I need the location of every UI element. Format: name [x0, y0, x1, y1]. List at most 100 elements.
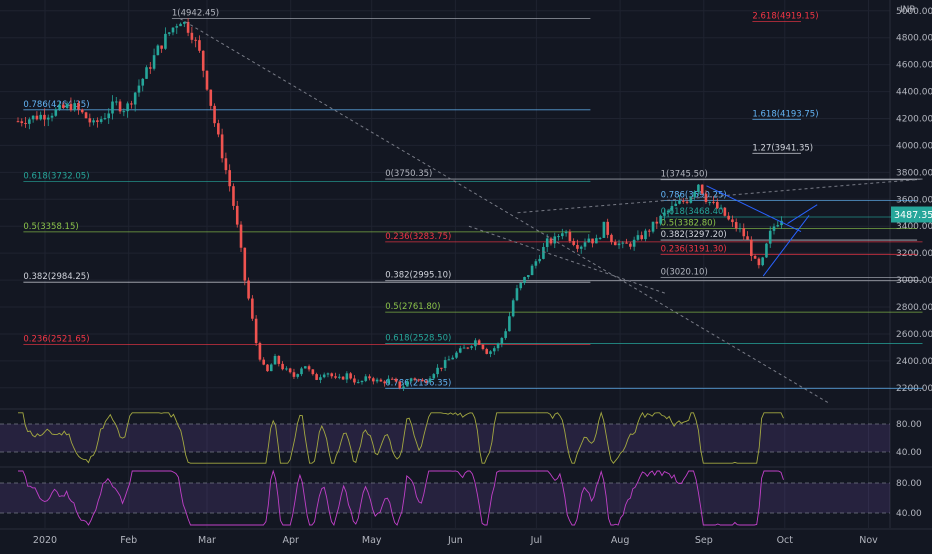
candle-body [175, 26, 179, 28]
candle-body [583, 242, 587, 247]
candle-body [447, 359, 451, 361]
candle-body [383, 381, 386, 384]
candle-body [160, 45, 163, 49]
price-tick-label: 5000.00 [896, 7, 932, 17]
candle-body [693, 191, 696, 197]
fib-level-label: 0(3020.10) [661, 267, 708, 277]
fib-level-label: 0.786(2196.35) [385, 378, 451, 388]
candle-body [398, 381, 402, 389]
candle-body [417, 379, 420, 381]
candle-body [723, 207, 727, 216]
candle-body [742, 228, 746, 237]
candle-body [387, 378, 390, 384]
time-tick-label: 2020 [33, 535, 57, 546]
candle-body [322, 374, 326, 378]
candle-body [84, 112, 88, 119]
candle-body [406, 381, 409, 387]
candle-body [311, 369, 315, 375]
candle-body [281, 363, 284, 370]
fib-level-label: 0.236(3191.30) [661, 244, 727, 254]
candle-body [209, 89, 213, 106]
candle-body [35, 115, 39, 120]
time-tick-label: May [362, 535, 382, 546]
candle-body [69, 103, 73, 111]
candle-body [504, 331, 507, 338]
stoch-panel: 40.00 80.00 [0, 469, 922, 527]
candle-body [232, 186, 235, 206]
fib-level-label: 0.5(3358.15) [23, 222, 78, 232]
candle-body [440, 367, 443, 369]
candle-body [254, 318, 258, 344]
candle-body [716, 201, 719, 209]
candle-body [492, 348, 496, 352]
time-tick-label: Mar [198, 535, 216, 546]
candle-body [111, 101, 114, 114]
candle-body [356, 382, 360, 384]
candle-body [625, 242, 628, 244]
candle-body [152, 55, 156, 69]
candle-body [213, 105, 216, 124]
candle-body [753, 255, 757, 259]
price-tick-label: 2800.00 [896, 303, 932, 313]
fib-level-label: 0.618(2528.50) [385, 334, 451, 344]
candle-body [485, 349, 489, 354]
candle-body [251, 298, 254, 319]
candle-body [99, 119, 103, 122]
candle-body [183, 21, 186, 24]
candle-body [545, 238, 549, 247]
fib-level-label: 0.236(2521.65) [23, 334, 89, 344]
candle-body [738, 228, 742, 230]
candle-body [511, 300, 515, 317]
candle-body [670, 206, 674, 211]
candle-body [689, 196, 693, 203]
candle-body [341, 376, 345, 380]
candle-body [477, 340, 481, 345]
candle-body [647, 230, 651, 232]
trend-line [468, 225, 667, 295]
candle-body [768, 230, 772, 244]
candle-body [285, 368, 288, 370]
candle-body [186, 21, 190, 33]
candle-body [224, 158, 228, 171]
candle-body [587, 238, 591, 243]
candle-body [375, 379, 379, 382]
candle-body [663, 212, 666, 216]
candle-body [489, 351, 492, 354]
candle-body [602, 221, 606, 238]
candle-body [610, 234, 613, 243]
fib-level-label: 0.618(3732.05) [23, 172, 89, 182]
time-tick-label: Oct [777, 535, 794, 546]
candle-body [247, 280, 250, 299]
candle-body [379, 379, 383, 382]
candle-body [353, 378, 356, 383]
candle-body [126, 103, 129, 112]
candle-body [194, 39, 197, 41]
candle-body [636, 235, 640, 240]
candle-body [534, 261, 538, 266]
candle-body [349, 373, 352, 379]
candle-body [731, 219, 734, 223]
candle-body [92, 120, 95, 123]
candle-body [149, 67, 152, 69]
candle-body [455, 352, 458, 358]
candle-body [296, 374, 300, 377]
candle-body [54, 109, 58, 116]
candle-body [621, 242, 625, 244]
candle-body [508, 316, 511, 332]
candle-body [598, 237, 602, 239]
candle-body [712, 201, 715, 203]
candle-body [345, 373, 349, 380]
candle-body [515, 288, 519, 301]
rsi-line [18, 411, 784, 464]
fib-level-label: 0.382(2984.25) [23, 272, 89, 282]
candle-body [65, 103, 69, 108]
candle-body [432, 374, 436, 379]
candle-body [659, 215, 662, 224]
trend-line [787, 204, 818, 224]
candle-body [765, 243, 768, 258]
candle-body [436, 367, 439, 375]
fib-level-label: 1(3745.50) [661, 170, 708, 180]
fib-level-label: 1.618(4193.75) [752, 109, 818, 119]
